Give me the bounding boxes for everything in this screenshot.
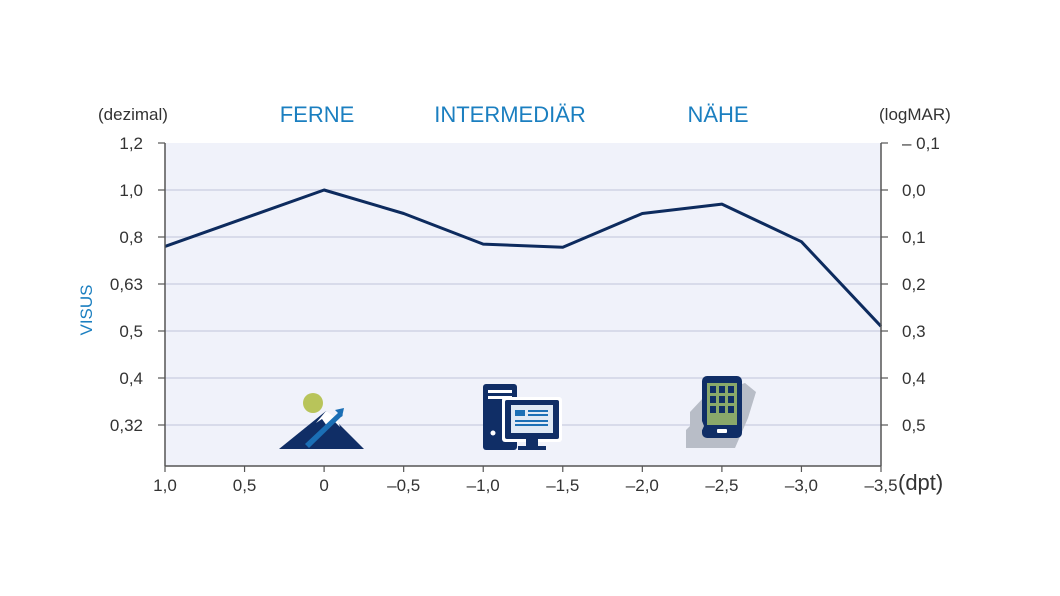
mountain-icon (279, 393, 364, 449)
x-tick-label: –1,5 (546, 476, 579, 495)
visus-series-line (164, 188, 883, 328)
y-tick-label-right: 0,3 (902, 322, 926, 341)
y-tick-label-left: 0,32 (110, 416, 143, 435)
y-tick-label-left: 1,2 (119, 134, 143, 153)
x-axis-ticks: 1,0 0,5 0 –0,5 –1,0 –1,5 –2,0 –2,5 –3,0 –3,5 (153, 466, 898, 495)
x-tick-label: 1,0 (153, 476, 177, 495)
x-tick-label: –3,5 (864, 476, 897, 495)
y-tick-label-right: 0,4 (902, 369, 926, 388)
y-axis-ticks: 1,2 – 0,1 1,0 0,0 0,8 0,1 0,63 0,2 0,5 0,3 0,4 0,4 0… (110, 134, 940, 435)
y-tick-label-right: 0,1 (902, 228, 926, 247)
y-tick-label-right: 0,5 (902, 416, 926, 435)
zone-label-ferne: FERNE (280, 102, 355, 127)
left-axis-unit: (dezimal) (98, 105, 168, 124)
x-tick-label: –1,0 (467, 476, 500, 495)
x-tick-label: –3,0 (785, 476, 818, 495)
y-tick-label-right: 0,2 (902, 275, 926, 294)
x-tick-label: –2,5 (705, 476, 738, 495)
y-tick-label-left: 1,0 (119, 181, 143, 200)
smartphone-in-hand-icon (686, 376, 756, 448)
desktop-computer-icon (483, 384, 562, 450)
right-axis-unit: (logMAR) (879, 105, 951, 124)
y-axis-title: VISUS (77, 284, 96, 335)
x-tick-label: –2,0 (626, 476, 659, 495)
y-tick-label-right: 0,0 (902, 181, 926, 200)
y-tick-label-left: 0,4 (119, 369, 143, 388)
x-tick-label: 0,5 (233, 476, 257, 495)
x-tick-label: 0 (319, 476, 328, 495)
zone-label-naehe: NÄHE (687, 102, 748, 127)
y-tick-label-left: 0,8 (119, 228, 143, 247)
y-tick-label-left: 0,5 (119, 322, 143, 341)
zone-label-intermediaer: INTERMEDIÄR (434, 102, 586, 127)
y-tick-label-left: 0,63 (110, 275, 143, 294)
x-tick-label: –0,5 (387, 476, 420, 495)
y-tick-label-right: – 0,1 (902, 134, 940, 153)
x-axis-unit: (dpt) (898, 470, 943, 495)
